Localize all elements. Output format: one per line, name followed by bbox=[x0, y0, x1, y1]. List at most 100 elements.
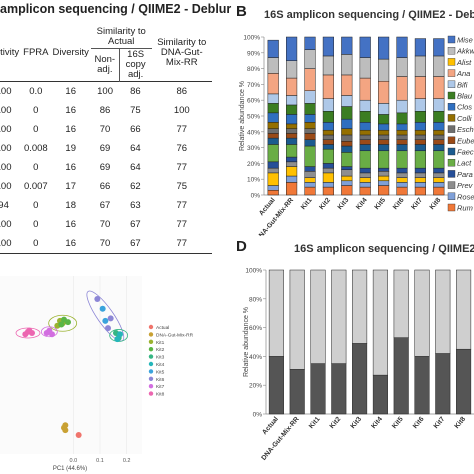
table-cell: 86 bbox=[151, 80, 212, 101]
bar-segment bbox=[352, 269, 368, 344]
legend-swatch bbox=[447, 102, 456, 111]
table-cell: 77 bbox=[151, 233, 212, 254]
bar-segment bbox=[341, 166, 353, 170]
legend-label: Kit6 bbox=[156, 377, 165, 383]
table-cell: 100 bbox=[0, 180, 12, 192]
x-tick-label: Kit4 bbox=[355, 197, 369, 212]
bar-segment bbox=[433, 182, 445, 188]
bar-segment bbox=[378, 114, 390, 125]
bar-segment bbox=[331, 269, 347, 364]
bar-segment bbox=[289, 369, 305, 415]
bar-segment bbox=[414, 356, 430, 415]
bar-segment bbox=[341, 180, 353, 186]
table-cell: 100 bbox=[0, 104, 12, 116]
bar-segment bbox=[414, 182, 426, 188]
y-tick-label: 100% bbox=[245, 268, 262, 275]
table-cell: 100 bbox=[0, 142, 12, 154]
y-tick-label: 60% bbox=[249, 325, 262, 332]
x-tick-label: Kit2 bbox=[318, 197, 332, 212]
table-cell: 86 bbox=[119, 80, 152, 101]
header-non-adj: Non-adj. bbox=[94, 53, 116, 75]
x-tick-label: Kit2 bbox=[329, 416, 343, 431]
table-cell: 0 bbox=[33, 123, 39, 135]
table-cell: 19 bbox=[65, 142, 76, 154]
bar-segment bbox=[341, 106, 353, 120]
bar-segment bbox=[286, 137, 298, 145]
bar-segment bbox=[414, 139, 426, 145]
bar-segment bbox=[414, 172, 426, 178]
y-axis-label: Relative abundance % bbox=[243, 307, 250, 377]
legend-label: Mise bbox=[457, 36, 473, 45]
legend-label: Kit3 bbox=[156, 355, 165, 361]
bar-segment bbox=[396, 57, 408, 77]
legend-swatch bbox=[447, 158, 456, 167]
legend-dot bbox=[148, 361, 154, 367]
scatter-point bbox=[107, 315, 114, 322]
bar-segment bbox=[267, 172, 279, 186]
legend-label: Kit7 bbox=[156, 384, 165, 390]
table-cell: 0.007 bbox=[23, 180, 48, 192]
bar-segment bbox=[331, 363, 347, 415]
table-row: 100 0.008 19 69 64 76 bbox=[0, 139, 212, 158]
bar-segment bbox=[456, 269, 472, 350]
bar-segment bbox=[304, 133, 316, 140]
bar-segment bbox=[359, 122, 371, 131]
bar-segment bbox=[267, 144, 279, 163]
table-cell: 0 bbox=[33, 161, 39, 173]
bar-segment bbox=[352, 343, 368, 415]
bar-segment bbox=[359, 186, 371, 196]
bar-segment bbox=[267, 93, 279, 104]
legend-swatch bbox=[447, 114, 456, 122]
legend-label: Actual bbox=[156, 325, 169, 331]
table-cell: 75 bbox=[176, 180, 188, 192]
bar-segment bbox=[433, 55, 445, 77]
table-cell: 0 bbox=[21, 233, 51, 254]
bar-segment bbox=[378, 58, 390, 82]
x-tick-label: Actual bbox=[261, 416, 280, 436]
legend-swatch bbox=[447, 147, 456, 156]
bar-segment bbox=[359, 144, 371, 152]
table-cell: 77 bbox=[176, 161, 188, 173]
header-diversity: Diversity bbox=[52, 47, 89, 59]
legend-label: Akkw bbox=[456, 47, 474, 56]
table-row: 100 0 16 86 75 100 bbox=[0, 101, 212, 120]
chart-title: 16S amplicon sequencing / QIIME2 - Deb bbox=[264, 9, 474, 21]
y-tick-label: 60% bbox=[247, 98, 260, 105]
table-cell: 0.008 bbox=[23, 142, 48, 154]
bar-segment bbox=[396, 99, 408, 114]
bar-segment bbox=[322, 134, 334, 140]
bar-segment bbox=[433, 177, 445, 183]
bar-segment bbox=[396, 129, 408, 136]
table-cell: 70 bbox=[99, 123, 111, 135]
x-tick-label: Kit7 bbox=[410, 197, 424, 212]
bar-segment bbox=[267, 185, 279, 191]
bar-segment bbox=[396, 182, 408, 188]
legend-swatch bbox=[447, 35, 456, 44]
bar-segment bbox=[304, 166, 316, 172]
y-axis-label: Relative abundance % bbox=[239, 81, 246, 151]
legend-label: Ana bbox=[456, 69, 470, 78]
bar-segment bbox=[359, 139, 371, 145]
bar-segment bbox=[268, 356, 284, 415]
legend-label: Rose bbox=[457, 192, 474, 201]
bar-segment bbox=[286, 182, 298, 196]
x-tick-label: Kit5 bbox=[391, 416, 405, 431]
bar-segment bbox=[322, 122, 334, 131]
bar-segment bbox=[359, 134, 371, 140]
bar-segment bbox=[286, 144, 298, 158]
y-tick-label: 30% bbox=[247, 145, 260, 152]
table-cell: 86 bbox=[99, 104, 111, 116]
table-cell: 100 bbox=[0, 161, 12, 173]
performance-table: nsitivity FPRA Diversity Similarity to A… bbox=[0, 26, 212, 254]
bar-segment bbox=[433, 172, 445, 178]
panel-letter-b: B bbox=[236, 3, 247, 20]
legend-label: Prev bbox=[457, 181, 474, 190]
bar-segment bbox=[433, 144, 445, 152]
x-tick-label: 0.2 bbox=[123, 458, 131, 464]
legend-label: Blau bbox=[457, 92, 473, 101]
header-copy-adj: 16S copy adj. bbox=[118, 48, 152, 82]
bar-segment bbox=[341, 152, 353, 167]
plot-background bbox=[0, 276, 142, 454]
table-cell: 69 bbox=[99, 142, 111, 154]
bar-segment bbox=[433, 76, 445, 99]
